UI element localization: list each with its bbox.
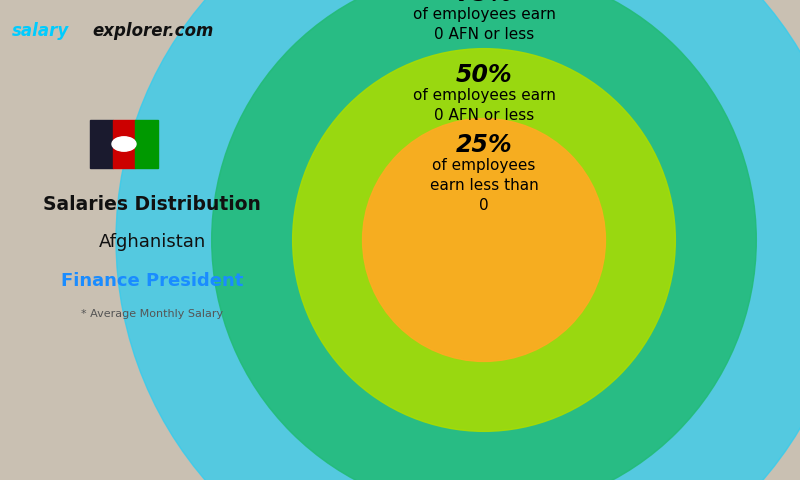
Ellipse shape: [116, 0, 800, 480]
Ellipse shape: [293, 48, 675, 432]
Text: earn less than: earn less than: [430, 178, 538, 193]
Circle shape: [112, 137, 136, 151]
Text: of employees: of employees: [432, 157, 536, 173]
Bar: [135, 120, 158, 168]
Ellipse shape: [362, 119, 606, 361]
Ellipse shape: [212, 0, 756, 480]
Text: 50%: 50%: [456, 63, 512, 87]
Bar: [113, 120, 135, 168]
Bar: [90, 120, 113, 168]
Text: * Average Monthly Salary: * Average Monthly Salary: [81, 310, 223, 319]
Text: 0 AFN or less: 0 AFN or less: [434, 108, 534, 123]
Text: of employees earn: of employees earn: [413, 7, 555, 22]
Text: Finance President: Finance President: [61, 272, 243, 290]
Text: Afghanistan: Afghanistan: [98, 233, 206, 252]
Text: 25%: 25%: [456, 133, 512, 157]
Text: of employees earn: of employees earn: [413, 88, 555, 103]
Text: explorer.com: explorer.com: [92, 22, 214, 40]
Text: 75%: 75%: [456, 0, 512, 6]
Text: Salaries Distribution: Salaries Distribution: [43, 194, 261, 214]
Text: salary: salary: [12, 22, 70, 40]
Text: 0: 0: [479, 198, 489, 213]
Text: 0 AFN or less: 0 AFN or less: [434, 27, 534, 42]
